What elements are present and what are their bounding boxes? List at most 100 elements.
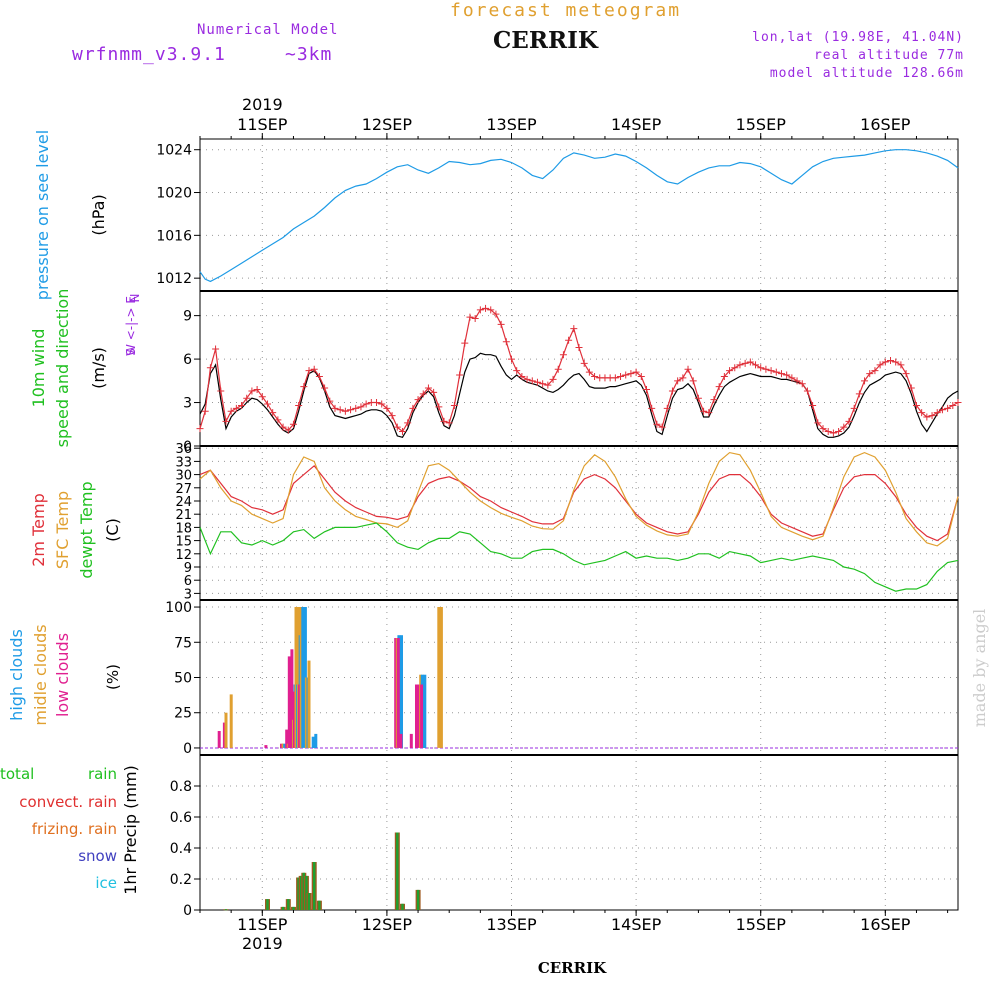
day-label-bottom: 14SEP <box>611 915 662 934</box>
wind-cross-marker <box>362 400 370 408</box>
location-title: CERRIK <box>493 27 598 54</box>
wind-cross-marker <box>850 404 858 412</box>
wind-cross-marker <box>866 370 874 378</box>
precip-bar-total <box>318 900 321 910</box>
wind-cross-marker <box>404 419 412 427</box>
model-version: wrfnmm_v3.9.1 <box>72 44 226 65</box>
ytick-label-temperature: 33 <box>175 455 192 470</box>
wind-cross-marker <box>803 387 811 395</box>
legend-total: total <box>0 765 34 783</box>
precip-bar-total <box>300 875 303 910</box>
wind-cross-marker <box>518 372 526 380</box>
low-cloud-bar <box>222 722 226 748</box>
compass-north: N <box>128 294 142 303</box>
wind-cross-marker <box>912 401 920 409</box>
mid-cloud-bar <box>307 660 311 748</box>
high-cloud-bar <box>400 635 403 748</box>
ytick-label-precip: 0.8 <box>170 779 192 795</box>
wind-cross-marker <box>398 428 406 436</box>
wind-cross-marker <box>829 429 837 437</box>
ytick-label-clouds: 100 <box>165 600 192 616</box>
wind-cross-marker <box>336 406 344 414</box>
compass-west-east: W <-|-> E <box>124 296 138 356</box>
day-label-bottom: 12SEP <box>362 915 413 934</box>
panel-frame-wind <box>199 290 959 447</box>
model-altitude: model altitude 128.66m <box>769 66 964 81</box>
wind-cross-marker <box>653 420 661 428</box>
wind-cross-marker <box>445 419 453 427</box>
wind-cross-marker <box>456 371 464 379</box>
ytick-label-precip: 0.6 <box>170 810 192 826</box>
precip-bar-total <box>307 893 311 910</box>
wind-cross-marker <box>897 361 905 369</box>
wind-cross-marker <box>409 404 417 412</box>
wind-cross-marker <box>430 388 438 396</box>
wind-cross-marker <box>414 396 422 404</box>
wind-cross-marker <box>819 425 827 433</box>
wind-cross-marker <box>720 372 728 380</box>
wind-cross-marker <box>700 407 708 415</box>
wind-cross-marker <box>814 419 822 427</box>
wind-cross-marker <box>253 386 261 394</box>
wind-cross-marker <box>383 404 391 412</box>
low-cloud-bar <box>417 684 421 748</box>
wind-cross-marker <box>793 377 801 385</box>
wind-cross-marker <box>777 370 785 378</box>
ytick-label-wind: 6 <box>183 352 192 368</box>
wind-cross-marker <box>466 313 474 321</box>
low-cloud-bar <box>409 733 413 748</box>
high-cloud-bar <box>283 743 287 748</box>
wind-cross-marker <box>881 358 889 366</box>
wind-cross-marker <box>357 403 365 411</box>
wind-cross-marker <box>295 401 303 409</box>
wind-cross-marker <box>892 358 900 366</box>
wind-cross-marker <box>757 364 765 372</box>
wind-cross-marker <box>533 378 541 386</box>
wind-cross-marker <box>679 374 687 382</box>
ytick-label-temperature: 30 <box>175 469 192 484</box>
wind-cross-marker <box>622 371 630 379</box>
wind-cross-marker <box>263 400 271 408</box>
low-cloud-bar <box>420 684 424 748</box>
model-label: Numerical Model <box>197 22 339 38</box>
legend-snow: snow <box>78 847 117 865</box>
wind-cross-marker <box>539 380 547 388</box>
low-cloud-bar <box>290 649 294 748</box>
wind-cross-marker <box>352 404 360 412</box>
wind-cross-marker <box>471 315 479 323</box>
wind-cross-marker <box>201 407 209 415</box>
wind-cross-marker <box>315 372 323 380</box>
wind-cross-marker <box>435 403 443 411</box>
wind-cross-marker <box>424 384 432 392</box>
wind-cross-marker <box>274 416 282 424</box>
ytick-label-pressure: 1016 <box>156 228 192 244</box>
wind-cross-marker <box>476 306 484 314</box>
wind-cross-marker <box>762 365 770 373</box>
wind-unit: (m/s) <box>89 347 108 389</box>
wind-cross-marker <box>248 387 256 395</box>
wind-cross-marker <box>388 412 396 420</box>
low-cloud-bar <box>280 743 283 748</box>
wind-cross-marker <box>206 364 214 372</box>
wind-cross-marker <box>726 367 734 375</box>
wind-cross-marker <box>549 375 557 383</box>
clouds-ylabel-high: high clouds <box>7 629 26 721</box>
wind-cross-marker <box>341 407 349 415</box>
year-label-top: 2019 <box>242 95 283 114</box>
wind-cross-marker <box>954 399 962 407</box>
mid-cloud-bar <box>304 677 308 748</box>
wind-cross-marker <box>347 406 355 414</box>
day-label-bottom: 11SEP <box>237 915 288 934</box>
legend-freezing-rain: frizing. rain <box>32 820 117 838</box>
ytick-label-precip: 0.2 <box>170 872 192 888</box>
wind-cross-marker <box>663 404 671 412</box>
clouds-ylabel-mid: midle clouds <box>31 624 50 725</box>
wind-cross-marker <box>544 381 552 389</box>
wind-cross-marker <box>502 338 510 346</box>
wind-cross-marker <box>617 372 625 380</box>
pressure-line <box>199 149 959 283</box>
ytick-label-temperature: 36 <box>175 442 192 457</box>
ytick-label-temperature: 3 <box>184 587 192 602</box>
wind-cross-marker <box>289 420 297 428</box>
